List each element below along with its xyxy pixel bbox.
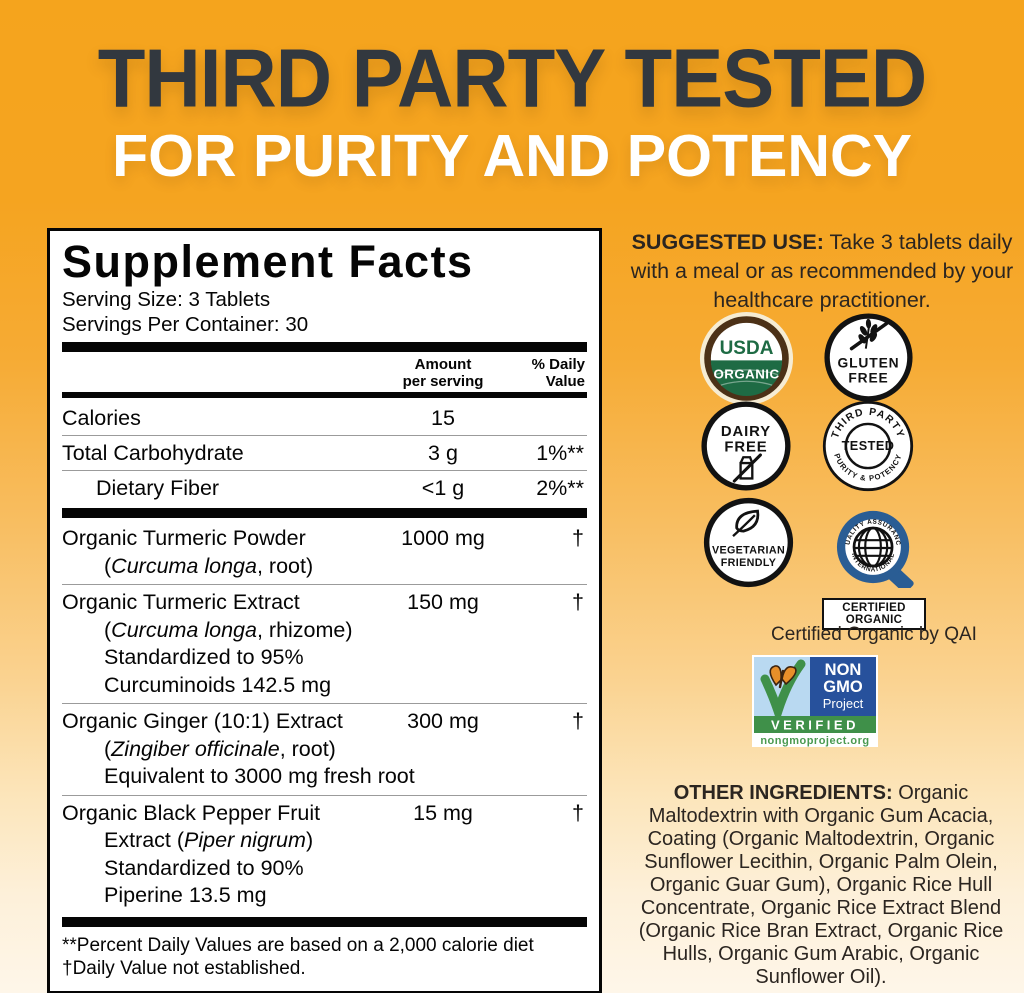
free-label: FREE	[848, 370, 888, 385]
butterfly-icon	[769, 665, 797, 689]
nutrient-amount: <1 g	[421, 476, 465, 501]
ingredient-black-pepper-extract: Organic Black Pepper Fruit 15 mg † Extra…	[62, 794, 587, 914]
serving-size: Serving Size: 3 Tablets	[62, 288, 271, 312]
crossed-wheat-icon	[849, 318, 889, 351]
ingredient-ginger-extract: Organic Ginger (10:1) Extract 300 mg † (…	[62, 703, 587, 795]
qai-caption: Certified Organic by QAI	[771, 624, 977, 645]
ingredient-name: Organic Turmeric Extract	[62, 590, 300, 615]
other-ingredients-label: OTHER INGREDIENTS:	[673, 782, 893, 804]
non-label: NON	[825, 661, 862, 679]
ingredient-amount: 15 mg	[413, 800, 473, 825]
supplement-facts-panel: Supplement Facts Serving Size: 3 Tablets…	[47, 228, 602, 993]
nutrient-name: Calories	[62, 406, 141, 431]
servings-per-container: Servings Per Container: 30	[62, 313, 309, 337]
crossed-milk-carton-icon	[732, 453, 762, 483]
inner-ring	[844, 422, 892, 470]
ingredient-turmeric-extract: Organic Turmeric Extract 150 mg † (Curcu…	[62, 584, 587, 703]
divider-bar-thick	[62, 342, 587, 353]
nutrient-name: Dietary Fiber	[96, 476, 220, 501]
ingredient-dv: †	[572, 526, 584, 551]
nutrient-row-dietary-fiber: Dietary Fiber <1 g 2%**	[62, 470, 587, 505]
ingredient-latin-name: (Zingiber officinale, root)	[104, 736, 336, 761]
divider-bar-medium	[62, 392, 587, 399]
ingredient-latin-name: Extract (Piper nigrum)	[104, 828, 314, 853]
nongmo-url: nongmoproject.org	[760, 735, 869, 747]
nutrient-dv: 2%**	[536, 476, 584, 501]
tested-label: TESTED	[842, 439, 895, 453]
dairy-label: DAIRY	[721, 424, 771, 440]
footnotes: **Percent Daily Values are based on a 2,…	[62, 930, 587, 981]
usda-label: USDA	[720, 338, 774, 359]
usda-organic-badge: USDA ORGANIC	[699, 311, 794, 406]
column-spacer	[62, 356, 383, 390]
vegetarian-friendly-badge: VEGETARIAN FRIENDLY	[703, 497, 794, 588]
verified-label: VERIFIED	[771, 718, 859, 733]
nutrient-row-carbohydrate: Total Carbohydrate 3 g 1%**	[62, 435, 587, 470]
ingredient-amount: 1000 mg	[401, 526, 485, 551]
ingredient-turmeric-powder: Organic Turmeric Powder 1000 mg † (Curcu…	[62, 521, 587, 584]
divider-bar-thick	[62, 916, 587, 927]
free-label: FREE	[724, 439, 767, 455]
other-ingredients-text: Organic Maltodextrin with Organic Gum Ac…	[638, 782, 1004, 988]
gluten-free-badge: GLUTEN FREE	[824, 313, 913, 402]
column-header-amount: Amount per serving	[402, 356, 484, 391]
ingredient-amount: 150 mg	[407, 590, 479, 615]
suggested-use-text: Take 3 tablets daily with a meal or as r…	[630, 230, 1014, 312]
nutrient-name: Total Carbohydrate	[62, 441, 244, 466]
supplement-facts-title: Supplement Facts	[62, 236, 474, 287]
other-ingredients: OTHER INGREDIENTS: Organic Maltodextrin …	[624, 782, 1018, 989]
ingredient-name: Organic Black Pepper Fruit	[62, 800, 321, 825]
suggested-use: SUGGESTED USE: Take 3 tablets daily with…	[630, 228, 1014, 315]
header-title: THIRD PARTY TESTED	[97, 31, 928, 125]
non-gmo-verified-badge: NON GMO Project VERIFIED nongmoproject.o…	[752, 655, 878, 747]
ingredient-dv: †	[572, 590, 584, 615]
ingredient-name: Organic Turmeric Powder	[62, 526, 306, 551]
footnote-daily-values: **Percent Daily Values are based on a 2,…	[62, 934, 534, 956]
nutrient-dv: 1%**	[536, 441, 584, 466]
ingredient-note: Curcuminoids 142.5 mg	[104, 672, 332, 697]
header-subtitle: FOR PURITY AND POTENCY	[112, 123, 912, 189]
ingredient-note: Standardized to 95%	[104, 645, 304, 670]
project-label: Project	[823, 696, 864, 711]
gluten-label: GLUTEN	[838, 355, 900, 370]
nutrient-amount: 15	[431, 406, 455, 431]
usda-organic-label: ORGANIC	[713, 366, 779, 381]
header-banner: THIRD PARTY TESTED FOR PURITY AND POTENC…	[0, 31, 1024, 189]
footnote-dv-not-established: †Daily Value not established.	[62, 958, 306, 980]
column-header-daily-value: % Daily Value	[531, 356, 585, 391]
usda-field	[710, 360, 783, 397]
column-headers: Amount per serving % Daily Value	[62, 356, 587, 390]
nutrient-amount: 3 g	[428, 441, 458, 466]
divider-bar-thick	[62, 508, 587, 519]
ingredient-name: Organic Ginger (10:1) Extract	[62, 709, 343, 734]
suggested-use-label: SUGGESTED USE:	[631, 230, 824, 254]
gmo-label: GMO	[823, 678, 863, 696]
leaf-icon	[732, 509, 760, 538]
ingredient-note: Equivalent to 3000 mg fresh root	[104, 764, 415, 789]
ingredient-note: Standardized to 90%	[104, 855, 304, 880]
third-party-tested-badge: THIRD PARTY TESTED PURITY & POTENCY	[822, 400, 914, 492]
ingredient-dv: †	[572, 800, 584, 825]
friendly-label: FRIENDLY	[721, 557, 777, 569]
ingredient-latin-name: (Curcuma longa, root)	[104, 553, 314, 578]
dairy-free-badge: DAIRY FREE	[701, 401, 791, 491]
ingredient-note: Piperine 13.5 mg	[104, 883, 267, 908]
globe-icon	[852, 526, 894, 568]
ingredient-latin-name: (Curcuma longa, rhizome)	[104, 617, 353, 642]
ingredient-dv: †	[572, 709, 584, 734]
vegetarian-label: VEGETARIAN	[712, 544, 785, 556]
nutrient-row-calories: Calories 15	[62, 401, 587, 435]
ingredient-amount: 300 mg	[407, 709, 479, 734]
certified-organic-box: CERTIFIED ORGANIC	[822, 598, 926, 630]
qai-logo: QUALITY ASSURANCE INTERNATIONAL	[826, 508, 914, 588]
